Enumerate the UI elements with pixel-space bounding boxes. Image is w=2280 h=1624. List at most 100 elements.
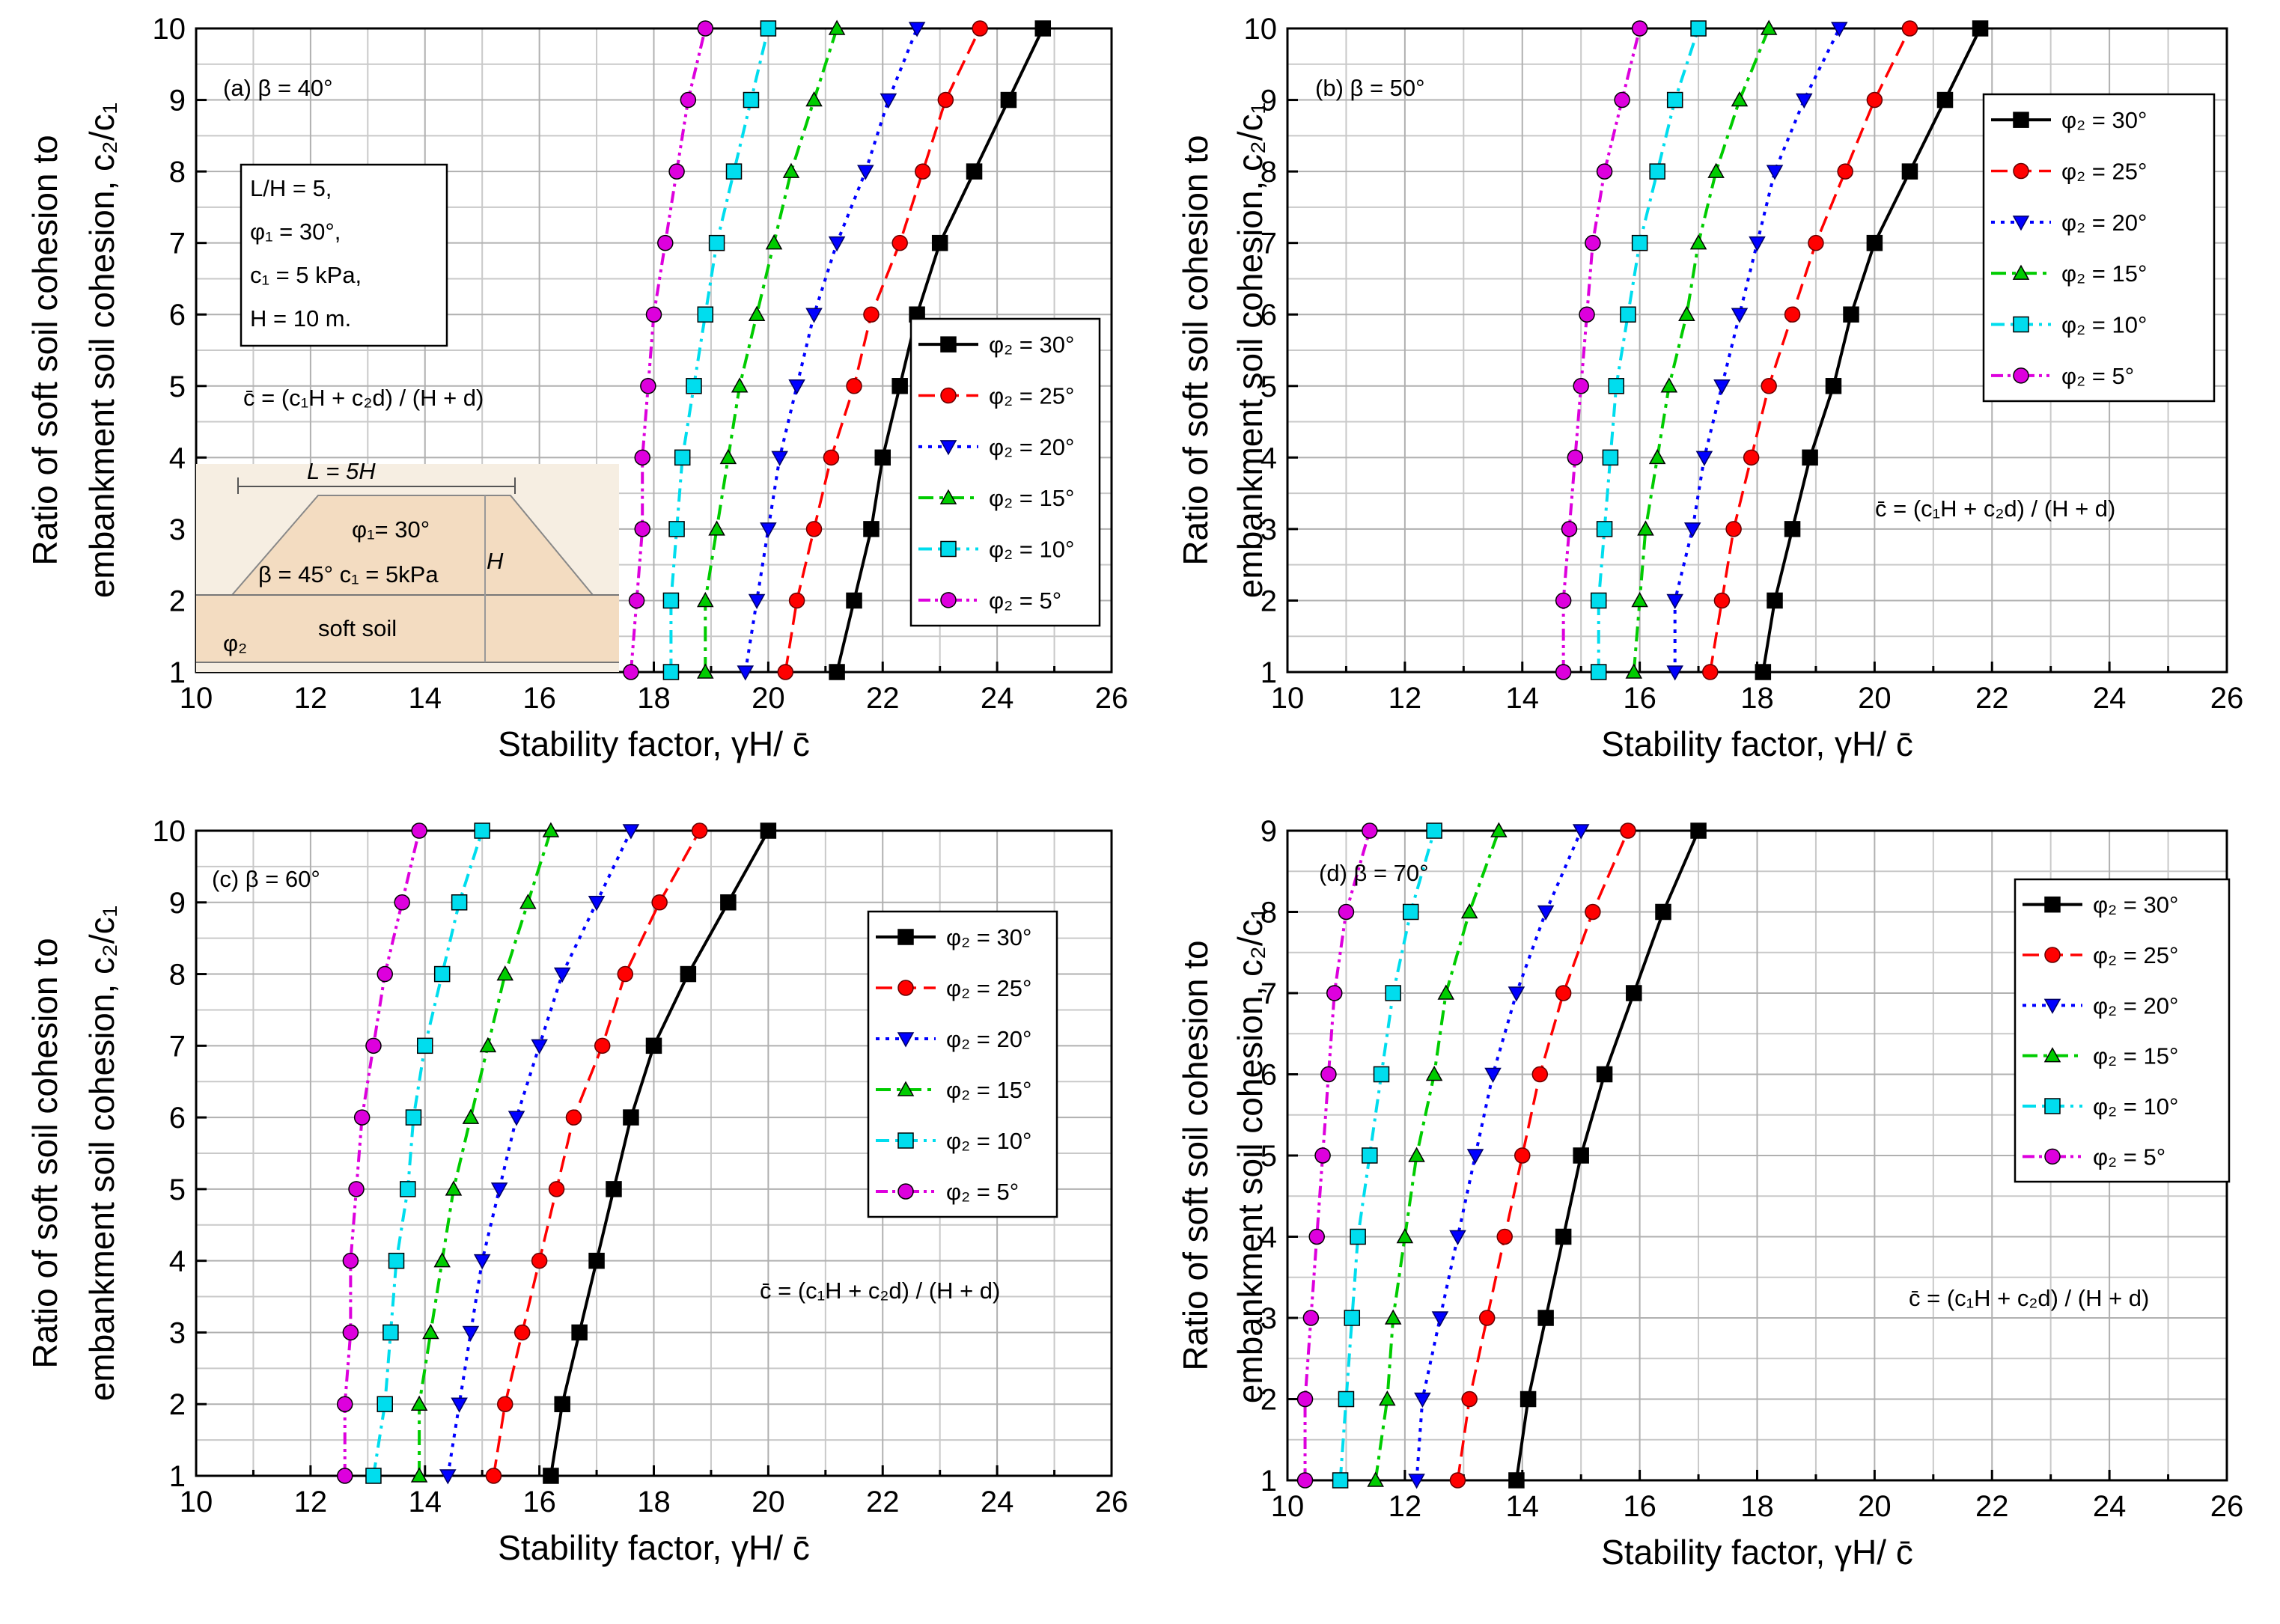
data-point-p30 <box>1596 1066 1613 1083</box>
data-point-p20 <box>1449 1230 1466 1246</box>
legend-label-p5: φ₂ = 5° <box>2061 363 2134 389</box>
data-point-p20 <box>1408 1474 1425 1489</box>
y-tick-label: 2 <box>169 584 186 617</box>
data-point-p25 <box>1461 1391 1478 1408</box>
legend-box <box>2014 878 2231 1183</box>
data-point-p30 <box>606 1181 622 1197</box>
y-tick-label: 10 <box>153 13 186 46</box>
data-point-p20 <box>1695 451 1713 466</box>
data-point-p10 <box>686 378 702 394</box>
series-line-p25 <box>1709 28 1912 673</box>
data-point-p10 <box>708 234 725 251</box>
x-tick-label: 12 <box>294 1486 328 1518</box>
data-point-p15 <box>1396 1227 1414 1244</box>
legend-marker-p10 <box>2013 316 2029 333</box>
parameter-text: H = 10 m. <box>250 305 351 332</box>
legend-label-p30: φ₂ = 30° <box>989 332 1074 358</box>
data-point-p25 <box>915 163 931 180</box>
data-point-p5 <box>1320 1066 1337 1083</box>
series-line-p10 <box>1597 28 1700 672</box>
series-p30 <box>543 822 777 1484</box>
series-p30 <box>1755 20 1989 680</box>
x-tick-label: 26 <box>2210 682 2244 715</box>
data-point-p25 <box>1713 592 1731 609</box>
legend-box <box>909 317 1101 627</box>
data-point-p25 <box>513 1324 531 1341</box>
legend-marker-p5 <box>2044 1148 2061 1165</box>
data-point-p20 <box>1484 1067 1502 1084</box>
series-p25 <box>1702 20 1918 680</box>
y-tick-label: 3 <box>1261 513 1277 546</box>
data-point-p30 <box>1537 1310 1554 1326</box>
data-point-p25 <box>1725 521 1742 537</box>
legend-label-p15: φ₂ = 15° <box>989 485 1074 511</box>
x-tick-label: 12 <box>294 682 328 715</box>
data-point-p30 <box>1690 822 1707 839</box>
data-point-p30 <box>1520 1391 1537 1408</box>
data-point-p5 <box>1561 521 1578 537</box>
data-point-p15 <box>1408 1147 1425 1162</box>
data-point-p20 <box>1414 1392 1431 1408</box>
data-point-p20 <box>531 1039 548 1054</box>
data-point-p15 <box>1760 19 1778 35</box>
data-point-p30 <box>931 234 948 251</box>
data-point-p20 <box>1766 165 1784 180</box>
legend-marker-p10 <box>897 1132 914 1149</box>
legend: φ₂ = 30° φ₂ = 25° φ₂ = 20° φ₂ = 15° φ₂ = 10°… <box>909 317 1101 627</box>
data-point-p15 <box>828 19 846 35</box>
y-tick-label: 7 <box>1261 228 1277 260</box>
y-tick-label: 2 <box>1261 584 1277 617</box>
data-point-p5 <box>411 822 427 839</box>
y-tick-label: 4 <box>1261 1221 1277 1254</box>
data-point-p30 <box>1755 664 1772 680</box>
data-point-p15 <box>765 234 783 250</box>
x-tick-label: 14 <box>1506 1490 1540 1523</box>
data-point-p25 <box>1496 1228 1513 1245</box>
data-point-p15 <box>1384 1309 1402 1325</box>
legend-box <box>867 910 1058 1218</box>
data-point-p25 <box>1866 91 1883 109</box>
data-point-p5 <box>640 378 656 394</box>
data-point-p10 <box>662 592 680 609</box>
y-axis-label-line2: embankment soil cohesion, c₂/c₁ <box>82 103 121 598</box>
series-p15 <box>697 19 846 679</box>
series-line-p25 <box>492 830 701 1477</box>
legend-marker-p15 <box>2043 1047 2061 1063</box>
data-point-p5 <box>1555 592 1572 609</box>
data-point-p20 <box>1537 905 1555 921</box>
y-tick-label: 6 <box>169 299 186 332</box>
formula-annotation: c̄ = (c₁H + c₂d) / (H + d) <box>760 1277 1000 1304</box>
data-point-p5 <box>634 521 650 537</box>
y-tick-label: 9 <box>169 887 186 920</box>
y-axis-label-line1: Ratio of soft soil cohesion to <box>25 938 64 1368</box>
y-axis-label-line1: Ratio of soft soil cohesion to <box>1176 940 1215 1370</box>
data-point-p30 <box>1901 163 1918 180</box>
data-point-p5 <box>377 965 393 983</box>
series-p15 <box>410 822 560 1483</box>
data-point-p15 <box>496 965 514 981</box>
sketch-phi1-label: φ₁= 30° <box>352 516 430 543</box>
series-line-p5 <box>1561 28 1642 672</box>
series-p20 <box>1408 824 1590 1489</box>
data-point-p20 <box>737 665 755 681</box>
series-p20 <box>737 22 926 681</box>
y-axis-label-line1: Ratio of soft soil cohesion to <box>1176 135 1215 565</box>
sketch-length-label: L = 5H <box>307 458 376 484</box>
sketch-beta-c1-label: β = 45° c₁ = 5kPa <box>258 561 439 587</box>
data-point-p30 <box>543 1468 559 1484</box>
series-line-p10 <box>669 28 770 672</box>
data-point-p10 <box>388 1252 405 1269</box>
x-tick-label: 22 <box>1975 682 2009 715</box>
legend-label-p10: φ₂ = 10° <box>2061 312 2147 338</box>
data-point-p20 <box>908 22 926 37</box>
data-point-p15 <box>445 1180 463 1196</box>
y-tick-label: 2 <box>1261 1384 1277 1417</box>
series-line-p10 <box>371 830 484 1477</box>
data-point-p15 <box>782 162 800 178</box>
data-point-p25 <box>788 592 805 609</box>
data-point-p15 <box>1437 984 1455 1000</box>
data-point-p10 <box>1362 1147 1378 1164</box>
y-tick-label: 1 <box>1261 1465 1277 1498</box>
data-point-p5 <box>1314 1147 1331 1164</box>
